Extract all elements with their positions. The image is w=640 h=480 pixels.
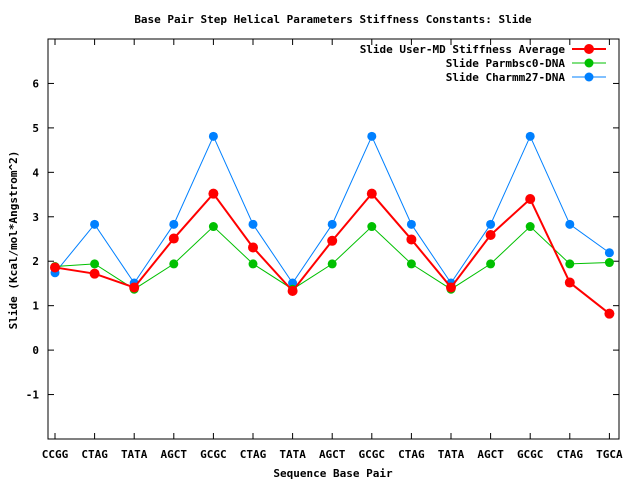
data-point-0 — [327, 235, 338, 246]
x-tick-label: AGCT — [319, 448, 346, 461]
x-tick-label: GCGC — [200, 448, 227, 461]
legend-swatch-marker-0 — [584, 44, 594, 54]
series-line-0 — [54, 192, 611, 315]
data-point-2 — [406, 219, 416, 229]
data-point-0 — [50, 262, 60, 273]
y-tick-label: 5 — [32, 122, 39, 135]
data-point-0 — [168, 233, 179, 244]
x-tick-label: TGCA — [596, 448, 623, 461]
legend-label-0: Slide User-MD Stiffness Average — [360, 43, 566, 56]
data-point-2 — [604, 248, 614, 258]
x-axis-label: Sequence Base Pair — [273, 467, 393, 480]
x-tick-label: GCGC — [359, 448, 386, 461]
data-point-2 — [565, 219, 575, 229]
x-tick-label: CTAG — [398, 448, 425, 461]
data-point-2 — [208, 131, 218, 141]
plot-frame — [47, 38, 620, 440]
x-tick-label: TATA — [121, 448, 148, 461]
x-tick-label: AGCT — [477, 448, 504, 461]
x-tick-label: CTAG — [557, 448, 584, 461]
x-tick-label: TATA — [279, 448, 306, 461]
y-tick-label: 4 — [32, 166, 39, 179]
data-point-0 — [129, 282, 140, 293]
y-tick-label: 6 — [32, 77, 39, 90]
data-point-2 — [248, 219, 258, 229]
y-tick-label: -1 — [26, 389, 40, 402]
data-point-1 — [367, 222, 377, 232]
data-point-0 — [287, 286, 298, 296]
data-point-1 — [565, 259, 575, 269]
data-point-1 — [90, 259, 100, 269]
legend-swatch-marker-1 — [584, 58, 594, 68]
y-tick-label: 0 — [32, 344, 39, 357]
chart-title: Base Pair Step Helical Parameters Stiffn… — [134, 13, 532, 26]
legend-label-2: Slide Charmm27-DNA — [446, 71, 566, 84]
y-axis-ticks: -1 0 1 2 3 4 5 6 — [26, 77, 619, 402]
data-point-2 — [90, 219, 100, 229]
y-tick-label: 2 — [32, 255, 39, 268]
data-point-0 — [604, 308, 615, 319]
y-tick-label: 3 — [32, 211, 39, 224]
legend-label-1: Slide Parmbsc0-DNA — [446, 57, 566, 70]
data-point-1 — [169, 259, 179, 269]
x-tick-label: AGCT — [161, 448, 188, 461]
y-axis-label: Slide (Kcal/mol*Angstrom^2) — [7, 151, 20, 330]
data-point-0 — [248, 242, 258, 253]
data-point-0 — [564, 277, 575, 288]
series-layer — [50, 131, 615, 319]
data-point-0 — [366, 188, 377, 199]
data-point-2 — [327, 219, 337, 229]
x-tick-label: GCGC — [517, 448, 544, 461]
data-point-2 — [367, 131, 377, 141]
data-point-2 — [169, 219, 179, 229]
data-point-2 — [288, 278, 298, 288]
data-point-2 — [486, 219, 496, 229]
x-axis-ticks: CCGG CTAG TATA AGCT GCGC CTAG TATA AGCT GCGC CTAG… — [42, 39, 623, 461]
data-point-1 — [406, 259, 416, 269]
data-point-1 — [327, 259, 337, 269]
data-point-1 — [248, 259, 258, 269]
data-point-2 — [525, 131, 535, 141]
data-point-0 — [446, 282, 456, 293]
x-tick-label: CTAG — [81, 448, 108, 461]
x-tick-label: CCGG — [42, 448, 69, 461]
x-tick-label: CTAG — [240, 448, 267, 461]
data-point-1 — [486, 259, 496, 269]
data-point-1 — [604, 258, 614, 268]
y-tick-label: 1 — [32, 300, 39, 313]
data-point-0 — [525, 194, 536, 204]
legend-swatch-marker-2 — [584, 72, 594, 82]
data-point-1 — [208, 222, 218, 232]
data-point-0 — [406, 234, 417, 245]
data-point-0 — [485, 230, 496, 240]
data-point-0 — [208, 188, 219, 199]
x-tick-label: TATA — [438, 448, 465, 461]
data-point-1 — [525, 222, 535, 232]
data-point-0 — [89, 268, 100, 279]
